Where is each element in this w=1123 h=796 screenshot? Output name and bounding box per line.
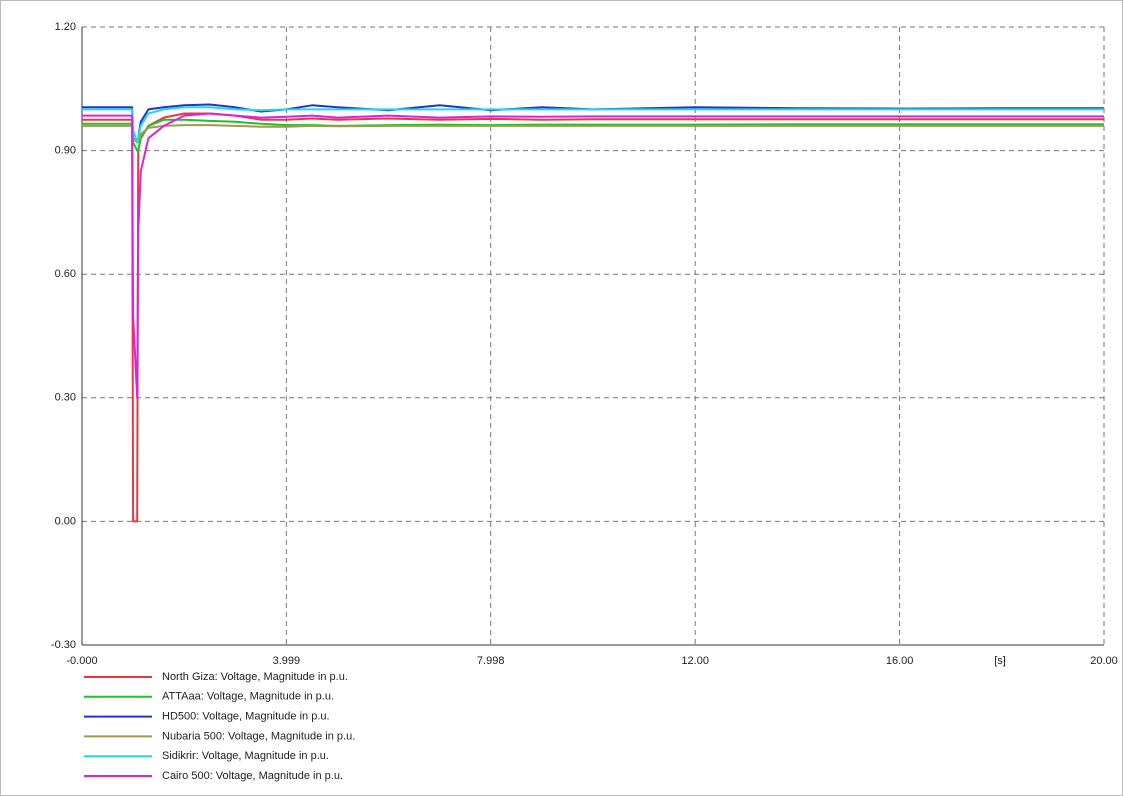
x-tick-label: 20.00 xyxy=(1090,655,1118,667)
x-tick-label: 16.00 xyxy=(886,655,914,667)
series-line xyxy=(82,106,1104,144)
legend-label: Sidikrir: Voltage, Magnitude in p.u. xyxy=(162,750,329,762)
series-line xyxy=(82,118,1104,152)
x-tick-label: 12.00 xyxy=(681,655,709,667)
legend-label: Nubaria 500: Voltage, Magnitude in p.u. xyxy=(162,730,355,742)
legend-label: HD500: Voltage, Magnitude in p.u. xyxy=(162,711,330,723)
x-axis-label: [s] xyxy=(994,655,1006,667)
x-tick-label: 7.998 xyxy=(477,655,505,667)
legend-label: North Giza: Voltage, Magnitude in p.u. xyxy=(162,671,348,683)
y-tick-label: 0.90 xyxy=(55,145,76,157)
legend-label: Cairo 500: Voltage, Magnitude in p.u. xyxy=(162,770,343,782)
y-tick-label: 0.60 xyxy=(55,268,76,280)
y-tick-label: 0.00 xyxy=(55,515,76,527)
y-tick-label: 1.20 xyxy=(55,21,76,33)
series-line xyxy=(82,112,1104,399)
x-tick-label: -0.000 xyxy=(66,655,97,667)
x-tick-label: 3.999 xyxy=(273,655,301,667)
y-tick-label: 0.30 xyxy=(55,392,76,404)
legend-label: ATTAaa: Voltage, Magnitude in p.u. xyxy=(162,691,334,703)
y-tick-label: -0.30 xyxy=(51,639,76,651)
